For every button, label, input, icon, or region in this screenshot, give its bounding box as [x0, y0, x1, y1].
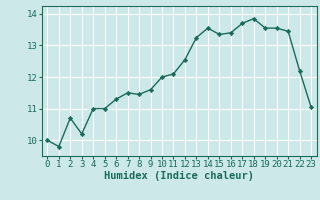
X-axis label: Humidex (Indice chaleur): Humidex (Indice chaleur) — [104, 171, 254, 181]
